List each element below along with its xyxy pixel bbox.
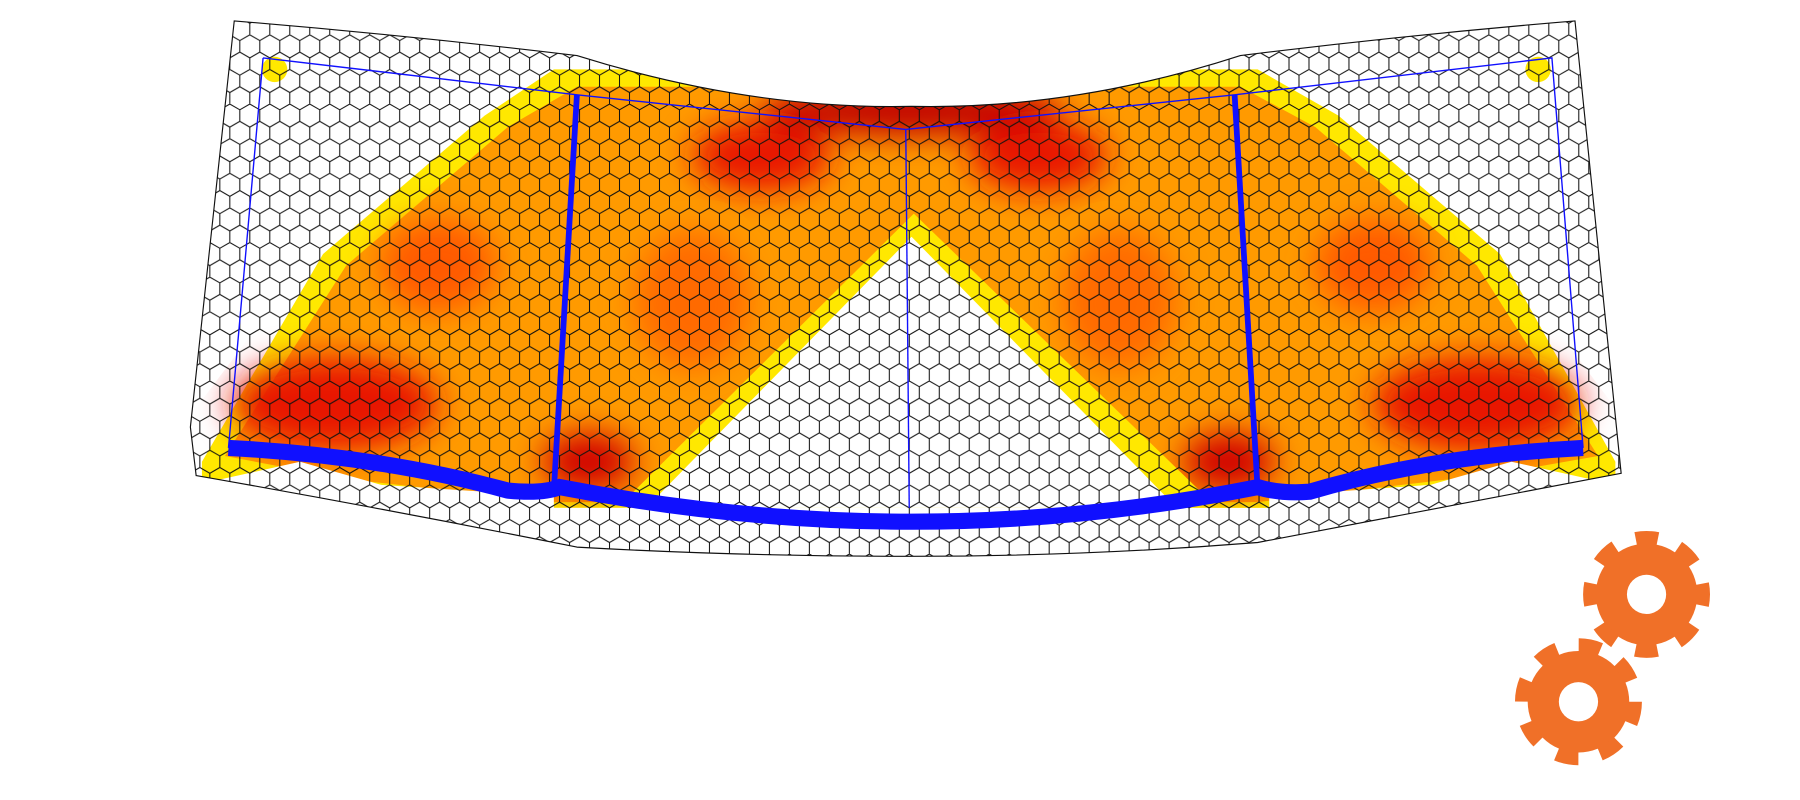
stirrup — [1231, 94, 1261, 491]
gear — [1583, 530, 1710, 658]
thin-rebar — [905, 129, 910, 508]
main-rebar — [228, 439, 1584, 530]
mesh — [190, 20, 1622, 557]
gears-icon — [1515, 530, 1710, 766]
reinforcement — [227, 57, 1584, 530]
gear — [1515, 638, 1642, 766]
stress-field — [190, 20, 1622, 557]
thin-rebar — [227, 57, 1584, 448]
stirrup — [550, 94, 580, 491]
